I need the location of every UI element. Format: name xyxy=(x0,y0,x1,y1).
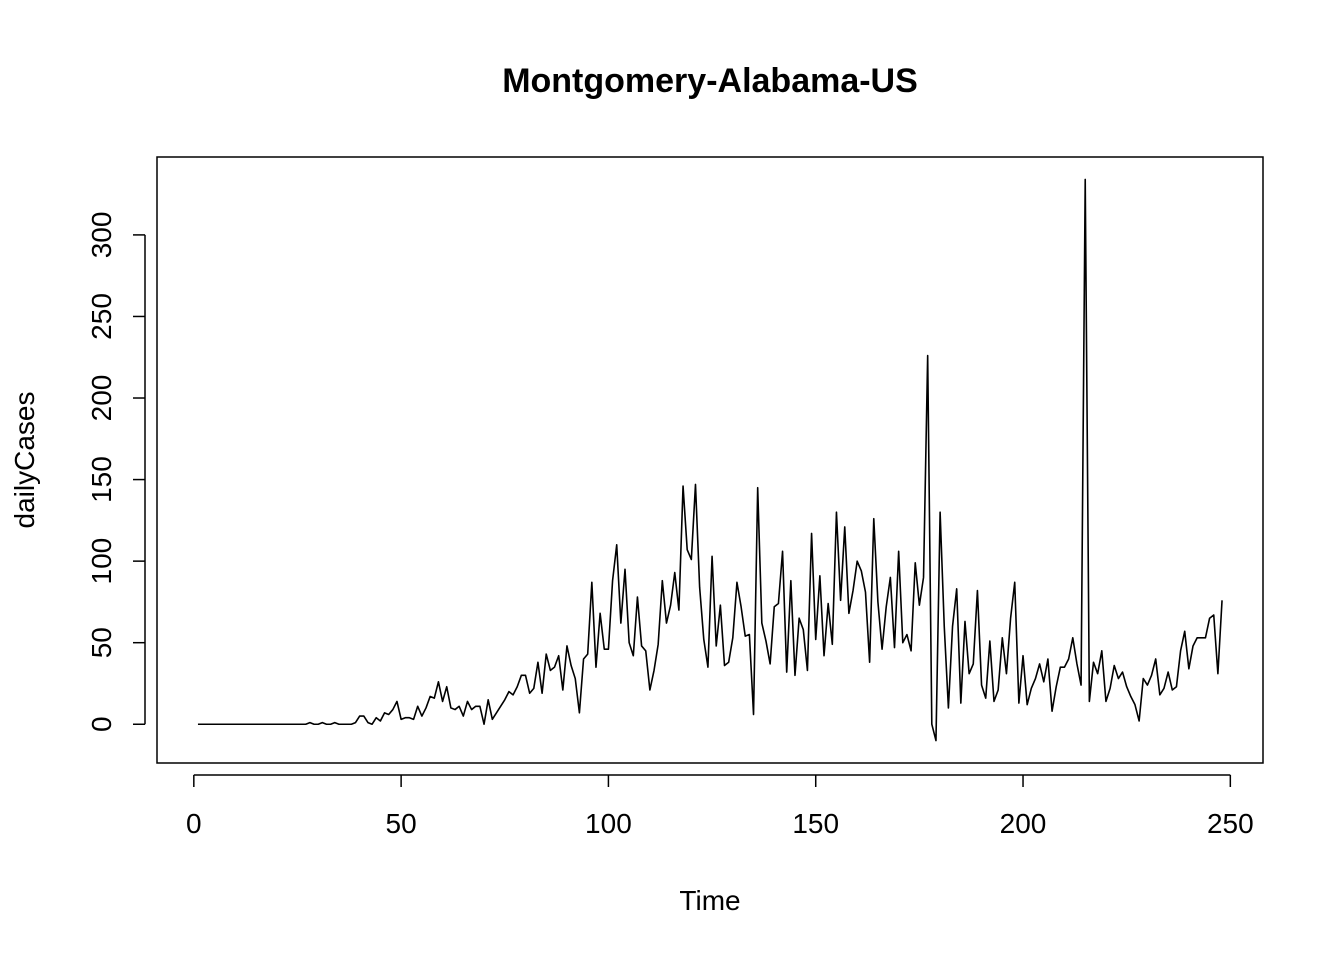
y-tick-label: 250 xyxy=(86,293,117,340)
y-axis-label: dailyCases xyxy=(9,392,40,529)
plot-frame xyxy=(156,156,1264,764)
x-tick-label: 250 xyxy=(1207,808,1254,839)
y-tick-label: 300 xyxy=(86,212,117,259)
x-tick-label: 100 xyxy=(585,808,632,839)
y-tick-label: 100 xyxy=(86,538,117,585)
y-tick-label: 0 xyxy=(86,716,117,732)
x-tick-label: 0 xyxy=(186,808,202,839)
data-line xyxy=(197,178,1223,742)
y-tick-label: 200 xyxy=(86,375,117,422)
y-tick-label: 50 xyxy=(86,627,117,658)
x-tick-label: 50 xyxy=(386,808,417,839)
x-axis-label: Time xyxy=(679,885,740,916)
chart-title: Montgomery-Alabama-US xyxy=(502,62,918,100)
x-tick-label: 200 xyxy=(1000,808,1047,839)
x-tick-label: 150 xyxy=(792,808,839,839)
y-tick-label: 150 xyxy=(86,456,117,503)
